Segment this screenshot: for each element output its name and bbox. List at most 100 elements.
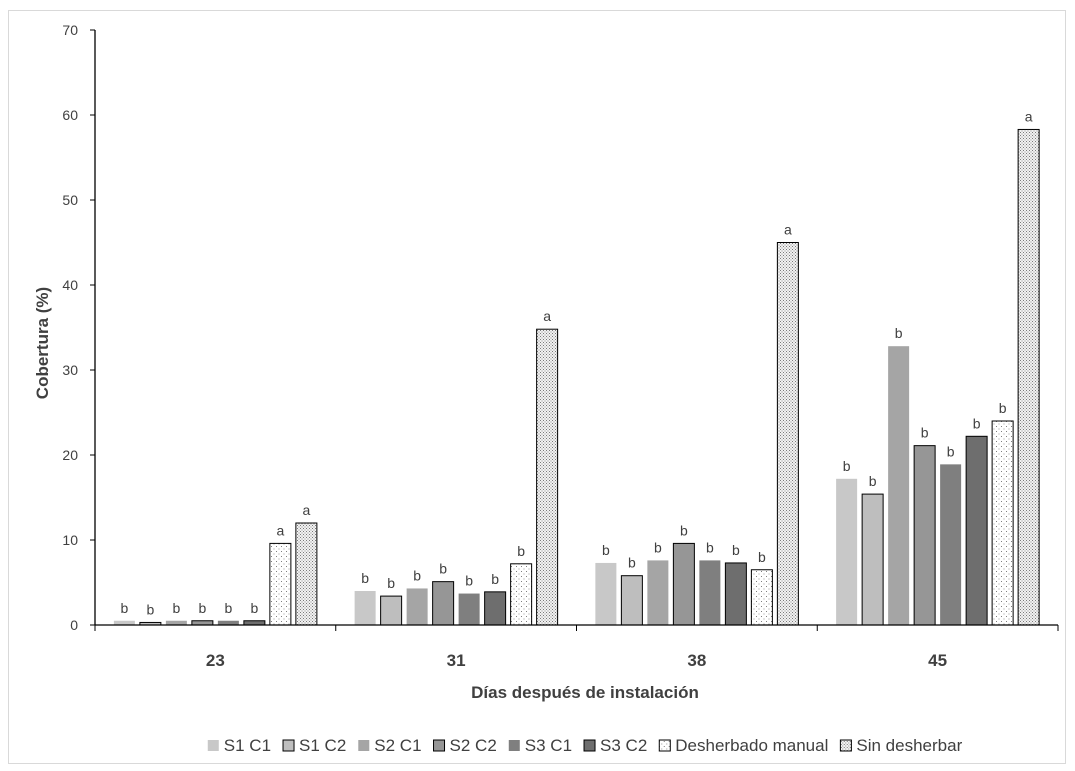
bar-sin-desherbar-23 xyxy=(295,522,318,626)
legend-item: S1 C1 xyxy=(207,736,271,755)
bar-s1-c2-31 xyxy=(380,595,403,626)
bar-s3-c2-38 xyxy=(724,562,747,626)
significance-label: b xyxy=(947,443,955,459)
significance-label: b xyxy=(654,539,662,555)
significance-label: b xyxy=(120,600,128,616)
legend-label: Sin desherbar xyxy=(856,736,962,755)
bars xyxy=(113,128,1040,626)
legend-item: S2 C1 xyxy=(358,736,422,755)
significance-label: b xyxy=(172,600,180,616)
significance-label: b xyxy=(439,561,447,577)
significance-label: b xyxy=(628,555,636,571)
bar-s3-c1-31 xyxy=(458,593,480,625)
bar-s1-c1-31 xyxy=(354,591,376,625)
legend-label: S3 C1 xyxy=(525,736,572,755)
x-axis-title: Días después de instalación xyxy=(471,683,699,702)
significance-label: b xyxy=(732,542,740,558)
y-tick-label: 20 xyxy=(62,447,78,463)
bar-s2-c1-38 xyxy=(647,560,669,625)
y-tick-label: 40 xyxy=(62,277,78,293)
significance-label: b xyxy=(999,400,1007,416)
x-tick-label: 31 xyxy=(447,651,466,670)
y-tick-label: 60 xyxy=(62,107,78,123)
legend-swatch xyxy=(358,740,370,751)
legend-item: Desherbado manual xyxy=(658,736,828,755)
legend-swatch xyxy=(508,740,520,751)
bar-sin-desherbar-45 xyxy=(1017,128,1040,626)
legend-swatch xyxy=(839,739,852,752)
bar-s2-c1-23 xyxy=(165,620,187,625)
significance-label: b xyxy=(387,575,395,591)
bar-s2-c2-45 xyxy=(913,445,936,626)
significance-label: b xyxy=(361,570,369,586)
significance-label: b xyxy=(224,600,232,616)
legend-swatch xyxy=(658,739,671,752)
significance-label: a xyxy=(276,522,284,538)
bar-s3-c2-45 xyxy=(965,435,988,626)
bar-desherbado-manual-45 xyxy=(991,420,1014,626)
bar-s2-c2-31 xyxy=(432,581,455,626)
x-axis: 23 31 38 45 xyxy=(94,624,1059,670)
bar-s3-c1-38 xyxy=(699,560,721,625)
significance-label: b xyxy=(973,415,981,431)
legend-label: Desherbado manual xyxy=(675,736,828,755)
significance-label: a xyxy=(302,502,310,518)
legend-label: S2 C1 xyxy=(374,736,421,755)
significance-label: b xyxy=(413,567,421,583)
significance-label: b xyxy=(491,571,499,587)
legend-item: S1 C2 xyxy=(282,736,346,755)
legend-swatch xyxy=(282,739,295,752)
bar-s1-c2-38 xyxy=(620,575,643,626)
bar-s1-c1-23 xyxy=(113,620,135,625)
legend-item: Sin desherbar xyxy=(839,736,963,755)
x-tick-label: 38 xyxy=(687,651,706,670)
y-tick-label: 10 xyxy=(62,532,78,548)
x-tick-label: 45 xyxy=(928,651,947,670)
y-tick-label: 0 xyxy=(70,617,78,633)
legend-item: S3 C2 xyxy=(583,736,647,755)
y-tick-label: 50 xyxy=(62,192,78,208)
legend-label: S1 C1 xyxy=(224,736,271,755)
significance-label: b xyxy=(680,522,688,538)
legend-item: S3 C1 xyxy=(508,736,572,755)
significance-label: b xyxy=(895,325,903,341)
bar-sin-desherbar-38 xyxy=(776,242,799,626)
significance-label: b xyxy=(198,600,206,616)
bar-desherbado-manual-38 xyxy=(750,569,773,626)
legend-label: S2 C2 xyxy=(450,736,497,755)
significance-label: b xyxy=(758,549,766,565)
bar-s3-c2-31 xyxy=(484,591,507,626)
significance-label: b xyxy=(921,425,929,441)
bar-s2-c1-31 xyxy=(406,588,428,625)
legend: S1 C1 S1 C2 S2 C1 S2 C2 S3 C1 S3 C2 Desherbado… xyxy=(207,736,963,755)
significance-label: b xyxy=(843,458,851,474)
bar-s1-c1-38 xyxy=(595,562,617,625)
bar-s3-c1-45 xyxy=(940,464,962,625)
significance-label: b xyxy=(869,473,877,489)
bar-s1-c1-45 xyxy=(836,478,858,625)
significance-label: b xyxy=(517,543,525,559)
significance-label: a xyxy=(1025,108,1033,124)
bar-desherbado-manual-31 xyxy=(510,563,533,626)
significance-label: b xyxy=(706,539,714,555)
significance-label: a xyxy=(784,222,792,238)
bar-s2-c2-38 xyxy=(672,542,695,626)
significance-label: b xyxy=(465,573,473,589)
significance-label: b xyxy=(602,542,610,558)
significance-label: b xyxy=(146,601,154,617)
bar-sin-desherbar-31 xyxy=(536,328,559,626)
bar-desherbado-manual-23 xyxy=(269,542,292,626)
y-tick-label: 70 xyxy=(62,22,78,38)
legend-swatch xyxy=(207,740,219,751)
significance-label: a xyxy=(543,308,551,324)
significance-label: b xyxy=(250,600,258,616)
x-tick-label: 23 xyxy=(206,651,225,670)
significance-labels: b b b b b b a a b b b b b b b a b b b b b b b a b b b b b b b a xyxy=(120,108,1032,617)
bar-s1-c2-45 xyxy=(861,493,884,626)
legend-swatch xyxy=(433,739,446,752)
y-axis: 0 10 20 30 40 50 60 70 xyxy=(62,22,96,633)
legend-swatch xyxy=(583,739,596,752)
bar-s2-c1-45 xyxy=(888,346,910,625)
legend-item: S2 C2 xyxy=(433,736,497,755)
